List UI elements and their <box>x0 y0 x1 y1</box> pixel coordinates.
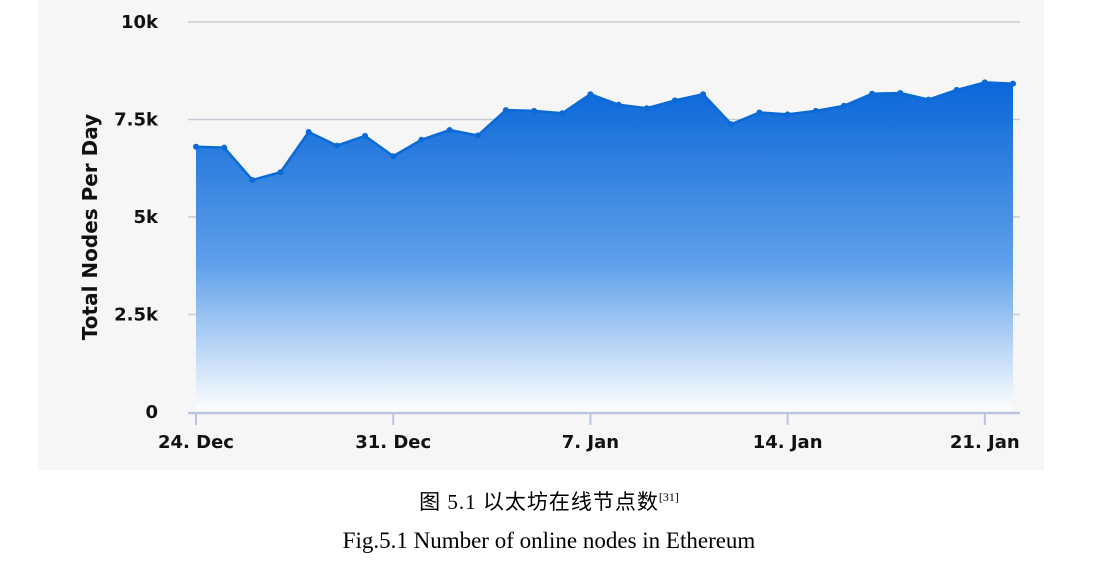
data-point <box>277 169 284 176</box>
data-point <box>756 109 763 116</box>
figure-caption-english: Fig.5.1 Number of online nodes in Ethere… <box>342 528 756 553</box>
x-tick-label: 31. Dec <box>355 432 431 453</box>
data-point <box>474 132 481 139</box>
series-line <box>195 81 1014 182</box>
y-tick-label: 2.5k <box>114 305 159 326</box>
data-point <box>925 96 932 103</box>
figure-caption-chinese: 图 5.1 以太坊在线节点数[31] <box>0 486 1098 516</box>
y-axis-title: Total Nodes Per Day <box>78 114 102 340</box>
data-point <box>784 111 791 118</box>
area-chart: 0 2.5k 5k 7.5k 10k 24. Dec 31. Dec 7. Jan 14. Ja… <box>78 12 1020 453</box>
data-point <box>446 127 453 133</box>
y-tick-label: 0 <box>145 402 158 423</box>
x-tick-label: 7. Jan <box>562 432 619 453</box>
data-point <box>418 136 425 143</box>
data-point <box>362 132 368 139</box>
y-tick-label: 5k <box>134 207 160 228</box>
data-point <box>559 110 566 117</box>
x-tick-label: 21. Jan <box>950 432 1020 453</box>
data-point <box>390 153 397 160</box>
data-point <box>671 97 678 104</box>
data-point <box>869 90 876 97</box>
data-point <box>897 90 904 96</box>
data-point <box>333 142 340 149</box>
data-point <box>981 79 988 86</box>
data-point <box>221 144 228 151</box>
data-point <box>953 86 960 93</box>
data-point <box>700 91 707 98</box>
chart-panel: 0 2.5k 5k 7.5k 10k 24. Dec 31. Dec 7. Jan 14. Ja… <box>38 0 1044 470</box>
y-tick-label: 10k <box>121 12 159 33</box>
data-point <box>305 129 312 135</box>
data-point <box>841 102 847 109</box>
data-point <box>1010 80 1016 87</box>
x-tick-label: 14. Jan <box>753 432 823 453</box>
data-point <box>249 177 256 183</box>
caption-reference: [31] <box>658 490 679 504</box>
x-tick-label: 24. Dec <box>158 432 234 453</box>
data-point <box>812 107 819 114</box>
caption-cn-text: 图 5.1 以太坊在线节点数 <box>419 490 659 514</box>
data-point <box>643 105 650 112</box>
data-point <box>193 143 199 150</box>
data-point <box>587 91 594 98</box>
data-point <box>502 107 509 114</box>
data-point <box>728 121 735 128</box>
series-area <box>196 82 1013 413</box>
y-tick-label: 7.5k <box>114 110 159 131</box>
data-point <box>615 101 622 108</box>
data-point <box>531 107 538 114</box>
